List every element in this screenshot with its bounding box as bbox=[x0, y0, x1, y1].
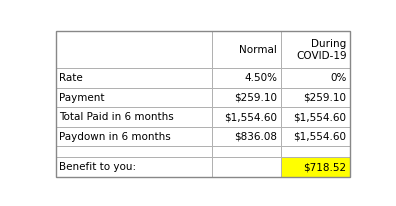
Bar bbox=[212, 88, 281, 107]
Bar bbox=[281, 146, 350, 157]
Text: Paydown in 6 months: Paydown in 6 months bbox=[59, 132, 171, 142]
Bar bbox=[281, 88, 350, 107]
Bar bbox=[55, 107, 212, 127]
Text: During
COVID-19: During COVID-19 bbox=[296, 39, 346, 61]
Text: Payment: Payment bbox=[59, 93, 105, 103]
Bar bbox=[281, 127, 350, 146]
Bar bbox=[55, 88, 212, 107]
Bar bbox=[55, 157, 212, 177]
Bar bbox=[55, 68, 212, 88]
Text: $1,554.60: $1,554.60 bbox=[225, 112, 277, 122]
Bar bbox=[212, 31, 281, 68]
Bar bbox=[281, 68, 350, 88]
Bar bbox=[55, 31, 212, 68]
Bar bbox=[281, 157, 350, 177]
Text: $718.52: $718.52 bbox=[303, 162, 346, 172]
Text: Benefit to you:: Benefit to you: bbox=[59, 162, 137, 172]
Text: $259.10: $259.10 bbox=[304, 93, 346, 103]
Text: $836.08: $836.08 bbox=[234, 132, 277, 142]
Bar bbox=[55, 146, 212, 157]
Text: Total Paid in 6 months: Total Paid in 6 months bbox=[59, 112, 174, 122]
Bar bbox=[212, 157, 281, 177]
Bar bbox=[212, 107, 281, 127]
Bar bbox=[281, 31, 350, 68]
Text: Rate: Rate bbox=[59, 73, 83, 83]
Text: Normal: Normal bbox=[240, 45, 277, 55]
Text: $1,554.60: $1,554.60 bbox=[293, 112, 346, 122]
Text: 4.50%: 4.50% bbox=[244, 73, 277, 83]
Text: $259.10: $259.10 bbox=[234, 93, 277, 103]
Bar bbox=[55, 127, 212, 146]
Bar bbox=[212, 127, 281, 146]
Text: $1,554.60: $1,554.60 bbox=[293, 132, 346, 142]
Bar bbox=[212, 146, 281, 157]
Bar bbox=[281, 107, 350, 127]
Text: 0%: 0% bbox=[330, 73, 346, 83]
Bar bbox=[212, 68, 281, 88]
